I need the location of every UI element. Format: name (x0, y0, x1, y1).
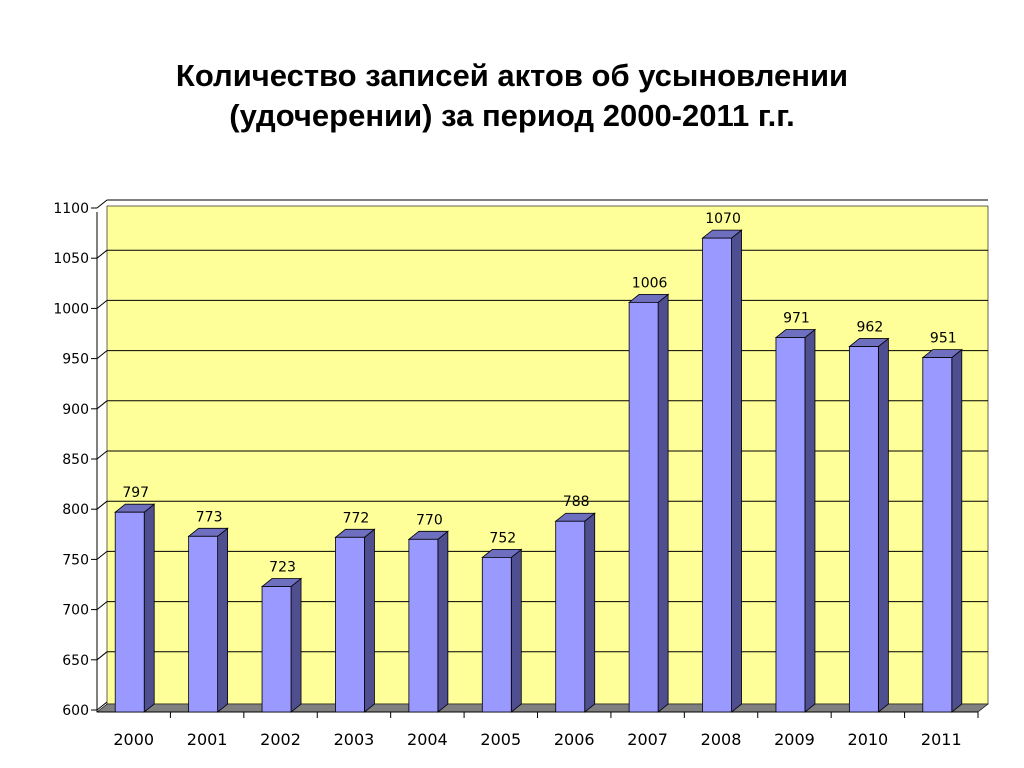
y-tick-label: 700 (62, 603, 89, 619)
data-label-2005: 752 (489, 530, 516, 546)
data-label-2007: 1006 (632, 275, 668, 291)
x-tick-label-2003: 2003 (334, 730, 375, 749)
bar-side-2008 (731, 229, 742, 713)
x-tick-label-2009: 2009 (774, 730, 815, 749)
bar-side-2003 (364, 528, 375, 713)
x-tick-label-2011: 2011 (921, 730, 962, 749)
data-label-2003: 772 (343, 510, 370, 526)
bar-side-2010 (877, 337, 889, 713)
bar-2011 (922, 357, 953, 713)
bar-2002 (261, 586, 292, 713)
gridline-depth (96, 300, 108, 309)
bar-2000 (114, 511, 145, 713)
data-label-2000: 797 (122, 485, 149, 501)
chart-title-line-1: Количество записей актов об усыновлении (175, 58, 849, 93)
gridline-depth (96, 249, 108, 259)
bar-side-2001 (217, 527, 229, 713)
y-tick-label: 850 (62, 452, 89, 468)
bar-2008 (702, 237, 732, 713)
bar-2005 (481, 556, 512, 713)
gridline-depth (96, 701, 108, 711)
plot-background (106, 205, 989, 705)
bar-side-2009 (804, 328, 816, 713)
bar-2004 (408, 538, 439, 713)
y-tick-label: 900 (62, 402, 89, 418)
x-tick-label-2008: 2008 (701, 730, 742, 749)
bar-side-2002 (290, 577, 302, 713)
y-tick-label: 600 (62, 703, 89, 719)
data-label-2001: 773 (196, 509, 223, 525)
x-tick-label-2006: 2006 (554, 730, 595, 749)
data-label-2010: 962 (857, 320, 884, 336)
x-tick-label-2010: 2010 (848, 730, 889, 749)
y-tick-label: 800 (62, 502, 89, 518)
chart-title: Количество записей актов об усыновлении … (0, 56, 1024, 136)
y-tick-label: 650 (62, 653, 89, 669)
x-tick-label-2002: 2002 (260, 730, 301, 749)
gridline-depth (96, 400, 108, 410)
data-label-2011: 951 (930, 331, 957, 347)
bar-side-2005 (510, 548, 522, 713)
gridline-depth (96, 350, 108, 359)
bar-side-2000 (143, 503, 155, 713)
y-tick-label: 750 (62, 552, 89, 568)
bar-side-2006 (584, 512, 596, 713)
gridline-depth (96, 199, 108, 209)
bar-side-2007 (657, 293, 669, 713)
x-tick-label-2001: 2001 (187, 730, 228, 749)
bar-2006 (555, 520, 586, 713)
bar-2007 (628, 301, 659, 713)
gridline-depth (96, 500, 108, 510)
y-tick-label: 1000 (53, 301, 89, 317)
x-tick-label-2004: 2004 (407, 730, 448, 749)
data-label-2004: 770 (416, 512, 443, 528)
data-label-2006: 788 (563, 494, 590, 510)
chart-title-line-2: (удочерении) за период 2000-2011 г.г. (229, 98, 795, 133)
data-label-2008: 1070 (705, 211, 741, 227)
y-tick-label: 950 (62, 352, 89, 368)
gridline-depth (96, 450, 108, 460)
data-label-2002: 723 (269, 560, 296, 576)
x-tick-label-2000: 2000 (113, 730, 154, 749)
data-label-2009: 971 (783, 311, 810, 327)
bar-2010 (848, 346, 879, 713)
bar-side-2004 (437, 530, 449, 713)
gridline-depth (96, 651, 108, 661)
gridline-depth (96, 551, 108, 560)
x-tick-label-2007: 2007 (627, 730, 668, 749)
bar-side-2011 (951, 348, 963, 713)
bar-2009 (775, 337, 806, 713)
x-tick-label-2005: 2005 (480, 730, 521, 749)
y-tick-label: 1100 (53, 201, 89, 217)
y-tick-label: 1050 (53, 251, 89, 267)
bar-2001 (188, 535, 219, 713)
gridline-depth (96, 601, 108, 610)
bar-2003 (335, 536, 365, 713)
